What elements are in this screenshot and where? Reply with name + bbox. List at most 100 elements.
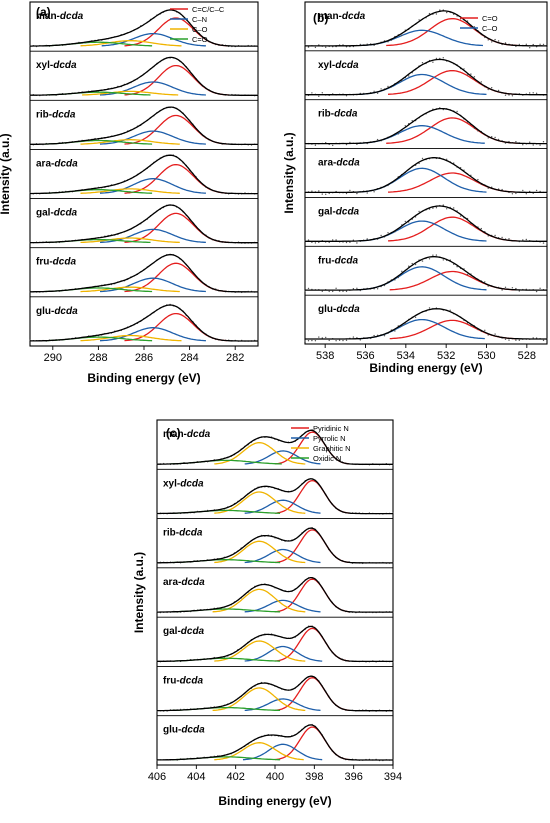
raw-data-point <box>342 339 344 342</box>
x-axis-label: Binding energy (eV) <box>369 361 482 375</box>
x-tick-label: 288 <box>89 352 107 364</box>
raw-data-point <box>515 141 517 143</box>
sample-label: xyl-dcda <box>36 60 77 71</box>
x-tick-label: 538 <box>316 350 334 362</box>
legend-label: Pyrrolic N <box>313 434 346 443</box>
x-tick-label: 396 <box>344 771 362 783</box>
raw-data-point <box>473 26 476 28</box>
panel-c: (c)man-dcda xyl-dcda rib-dcda ara-dcda gal-d… <box>132 419 402 808</box>
raw-data-point <box>532 144 534 146</box>
component-pyrrolic-n-curve <box>244 599 321 613</box>
sample-label: glu-dcda <box>163 725 205 736</box>
x-axis-label: Binding energy (eV) <box>87 371 200 385</box>
raw-data-point <box>525 43 527 45</box>
raw-data-point <box>380 234 382 237</box>
x-tick-label: 536 <box>356 350 374 362</box>
raw-data-point <box>321 337 323 339</box>
component-c-o-curve <box>82 90 179 96</box>
spectrum-row-man-dcda: man-dcda <box>29 8 259 48</box>
raw-data-point <box>546 92 548 95</box>
envelope-fit-curve <box>305 10 547 47</box>
raw-data-point <box>414 316 417 318</box>
legend-label: C–O <box>192 25 208 34</box>
raw-data-point <box>304 144 306 146</box>
envelope-fit-curve <box>30 253 258 293</box>
raw-data-point <box>511 287 514 289</box>
spectrum-row-fru-dcda: fru-dcda <box>29 247 259 294</box>
sample-label: xyl-dcda <box>163 478 204 489</box>
raw-data-point <box>487 334 489 336</box>
raw-data-point <box>435 57 438 60</box>
raw-data-point <box>497 40 500 42</box>
spectrum-row-rib-dcda: rib-dcda <box>156 518 394 565</box>
raw-data-point <box>501 236 503 239</box>
raw-data-point <box>508 238 510 240</box>
x-tick-label: 394 <box>384 771 402 783</box>
y-axis-label: Intensity (a.u.) <box>132 552 146 633</box>
raw-data-point <box>311 339 313 342</box>
raw-data-point <box>546 47 548 49</box>
spectrum-row-fru-dcda: fru-dcda <box>156 665 394 712</box>
raw-data-point <box>539 144 541 146</box>
sample-label: fru-dcda <box>318 255 358 266</box>
raw-data-point <box>491 41 493 43</box>
raw-data-point <box>332 239 334 241</box>
sample-label: man-dcda <box>318 11 366 22</box>
raw-data-point <box>349 141 351 144</box>
raw-data-point <box>328 290 330 293</box>
raw-data-point <box>494 333 496 335</box>
raw-data-point <box>383 335 386 337</box>
component-pyridinic-n-curve <box>274 726 350 761</box>
raw-data-point <box>529 92 531 94</box>
raw-data-point <box>328 339 330 342</box>
envelope-fit-curve <box>30 304 258 342</box>
raw-data-point <box>335 239 337 241</box>
envelope-fit-curve <box>305 157 547 194</box>
raw-data-point <box>314 144 317 146</box>
component-c-o-curve <box>80 334 182 342</box>
raw-data-point <box>332 144 334 147</box>
raw-data-point <box>518 339 520 341</box>
raw-data-point <box>307 46 310 48</box>
raw-data-point <box>421 62 424 64</box>
raw-data-point <box>439 57 441 60</box>
spectrum-row-glu-dcda: glu-dcda <box>304 294 548 342</box>
raw-data-point <box>349 241 351 243</box>
raw-data-point <box>307 340 310 342</box>
raw-data-point <box>522 239 524 241</box>
raw-data-point <box>321 290 323 292</box>
raw-data-point <box>304 190 306 192</box>
raw-data-point <box>449 309 451 311</box>
raw-data-point <box>411 120 413 122</box>
raw-data-point <box>421 260 424 262</box>
raw-data-point <box>546 242 548 244</box>
sample-label: glu-dcda <box>318 304 360 315</box>
raw-data-point <box>411 262 413 265</box>
envelope-fit-curve <box>30 56 258 96</box>
raw-data-point <box>511 193 514 195</box>
x-tick-label: 532 <box>437 350 455 362</box>
component-pyrrolic-n-curve <box>244 698 321 712</box>
raw-data-point <box>456 266 458 268</box>
envelope-fit-curve <box>157 478 393 515</box>
sample-label: ara-dcda <box>36 158 78 169</box>
raw-data-point <box>345 241 348 244</box>
raw-data-point <box>345 143 348 146</box>
raw-data-point <box>539 43 541 45</box>
raw-data-point <box>373 334 375 337</box>
raw-data-point <box>487 137 489 139</box>
spectrum-row-rib-dcda: rib-dcda <box>304 99 548 147</box>
envelope-fit-curve <box>30 9 258 47</box>
raw-data-point <box>345 339 348 341</box>
raw-data-point <box>518 290 520 292</box>
raw-data-point <box>311 92 313 94</box>
raw-data-point <box>335 340 337 342</box>
spectrum-row-glu-dcda: glu-dcda <box>156 715 394 762</box>
sample-label: gal-dcda <box>36 208 78 219</box>
x-tick-label: 284 <box>180 352 198 364</box>
spectrum-row-gal-dcda: gal-dcda <box>156 616 394 663</box>
raw-data-point <box>446 158 448 160</box>
